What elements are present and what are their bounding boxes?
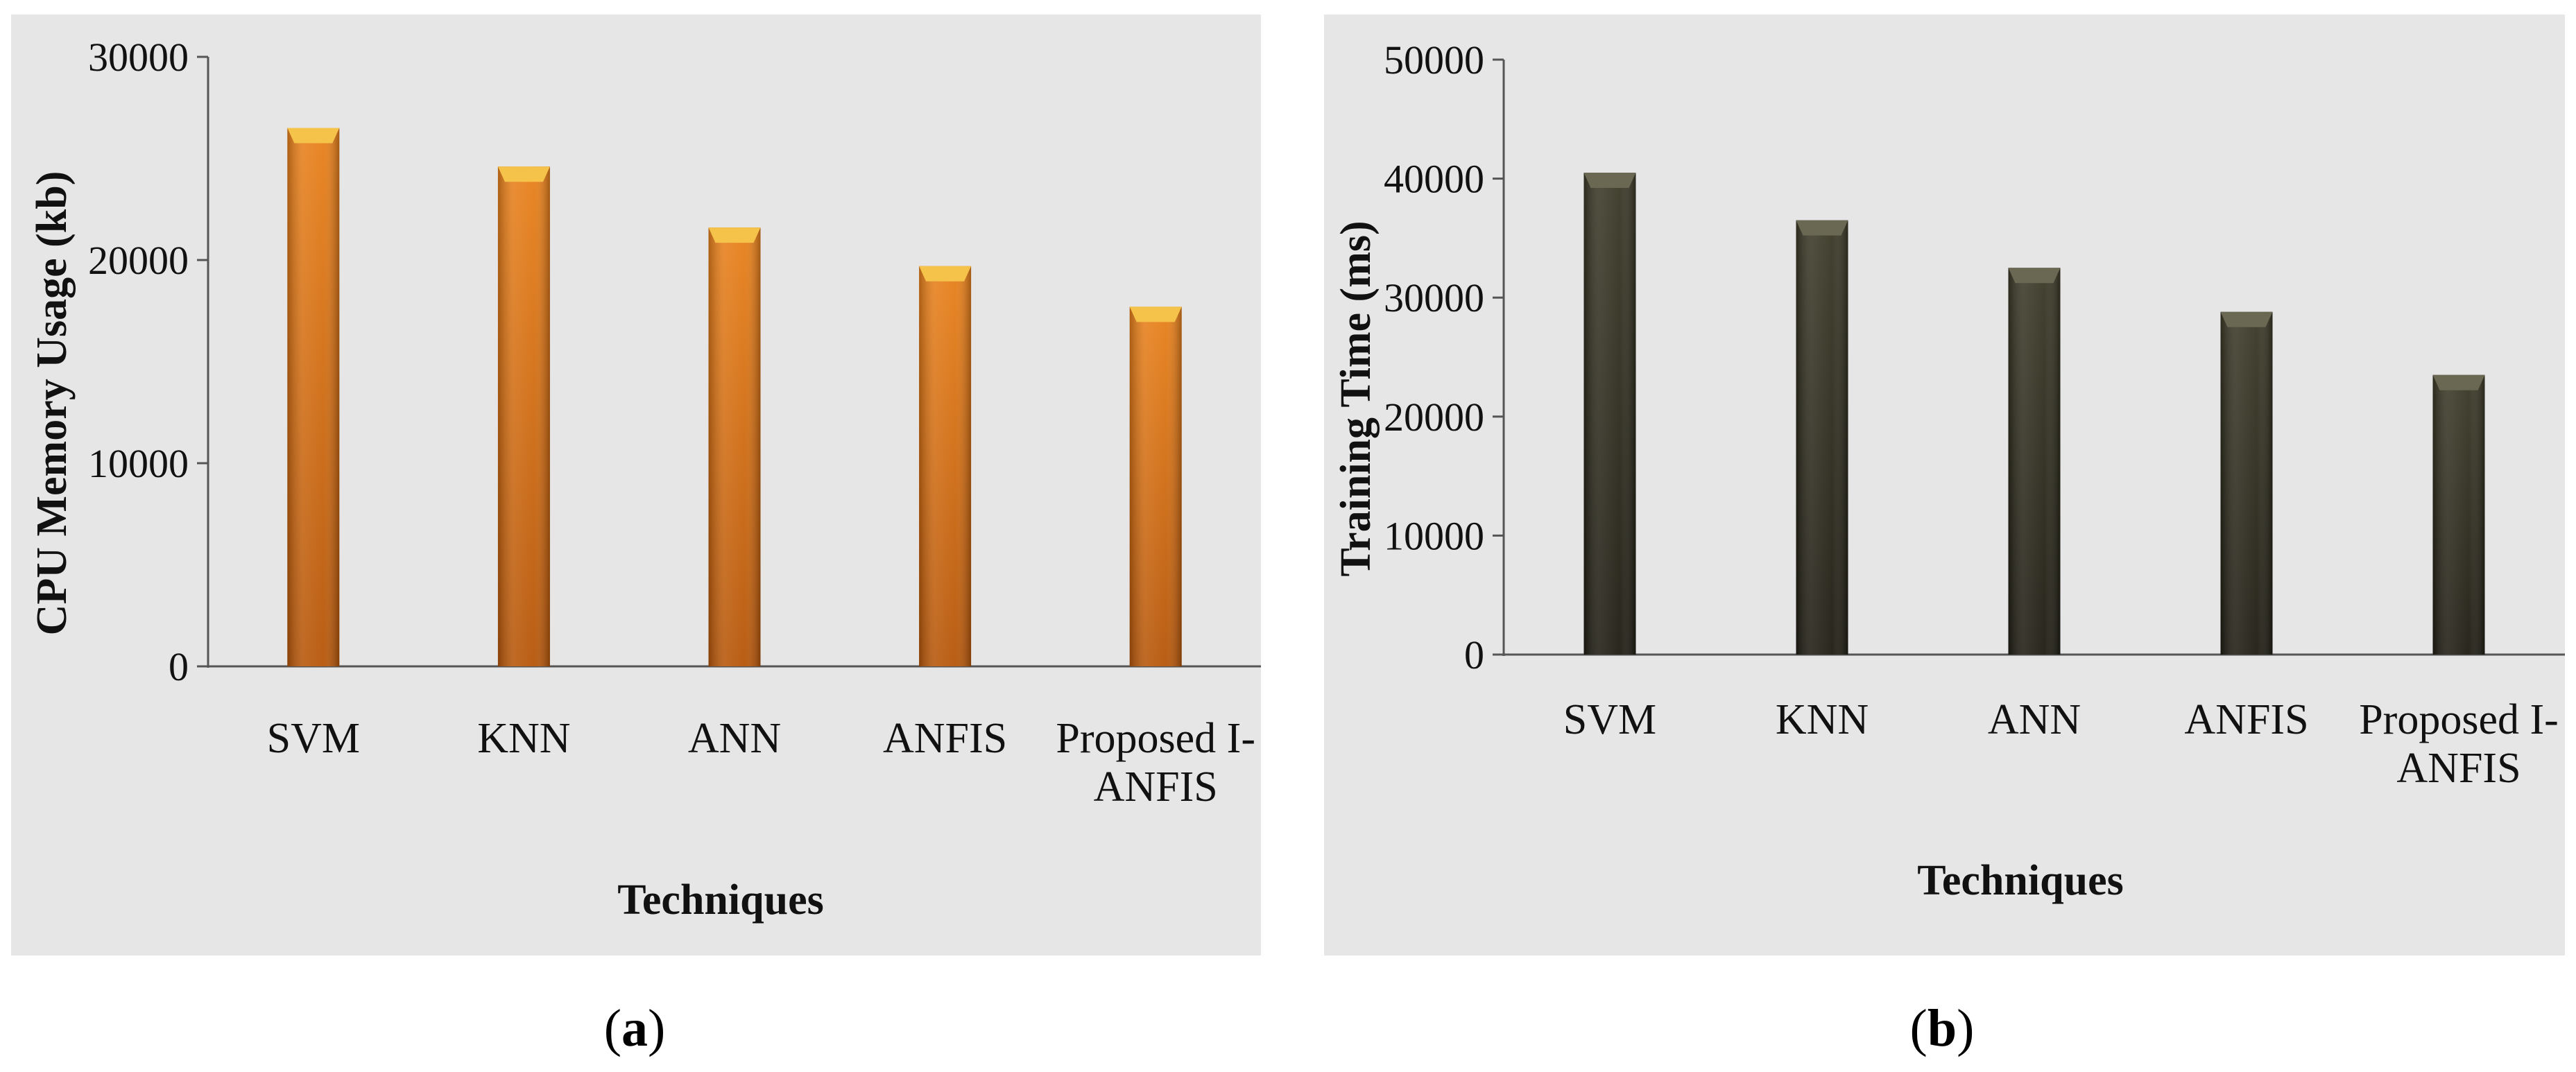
y-tick-label: 20000: [1384, 395, 1484, 440]
bar-cap: [1796, 220, 1848, 236]
bar-shade: [2220, 311, 2273, 655]
x-tick-label: ANN: [1988, 696, 2081, 743]
y-tick-label: 0: [1464, 632, 1484, 677]
y-tick-label: 10000: [88, 441, 189, 486]
bar-cap: [287, 128, 340, 144]
bar-svm: [287, 128, 340, 667]
bar-svm: [1583, 173, 1636, 655]
y-tick-label: 10000: [1384, 513, 1484, 558]
bar-ann: [708, 227, 761, 666]
caption-b: (b): [1909, 999, 1975, 1057]
bar-cap: [2008, 268, 2061, 284]
bar-shade: [497, 166, 550, 667]
x-tick-label: SVM: [1563, 696, 1656, 743]
x-tick-label: KNN: [477, 715, 570, 762]
x-axis-title: Techniques: [617, 876, 824, 924]
y-tick-label: 30000: [1384, 275, 1484, 320]
x-axis-title: Techniques: [1917, 857, 2124, 904]
bar-proposed-i-anfis: [1129, 306, 1182, 666]
chart-panel-b: [1324, 15, 2565, 956]
y-tick-label: 50000: [1384, 37, 1484, 83]
x-tick-label: ANFIS: [2396, 745, 2521, 792]
bar-shade: [287, 128, 340, 667]
y-tick-label: 30000: [88, 35, 189, 80]
bar-ann: [2008, 268, 2061, 655]
x-tick-label: ANFIS: [1094, 763, 1218, 811]
y-tick-label: 0: [169, 644, 189, 689]
x-tick-label: KNN: [1776, 696, 1869, 743]
x-tick-label: ANFIS: [2184, 696, 2308, 743]
y-tick-label: 20000: [88, 238, 189, 283]
bar-proposed-i-anfis: [2432, 374, 2485, 655]
bar-shade: [2432, 374, 2485, 655]
x-tick-label: Proposed I-: [2359, 696, 2559, 743]
bar-anfis: [919, 266, 972, 666]
y-axis-title: CPU Memory Usage (kb): [28, 171, 76, 636]
bar-cap: [1129, 306, 1182, 322]
bar-cap: [919, 266, 972, 282]
x-tick-label: SVM: [267, 715, 360, 762]
bar-cap: [2432, 374, 2485, 390]
bar-cap: [1583, 173, 1636, 189]
bar-shade: [1583, 173, 1636, 655]
bar-cap: [2220, 311, 2273, 327]
bar-shade: [1129, 306, 1182, 666]
bar-cap: [497, 166, 550, 182]
x-tick-label: ANN: [688, 715, 781, 762]
x-tick-label: ANFIS: [883, 715, 1007, 762]
y-axis-title: Training Time (ms): [1332, 221, 1380, 576]
bar-knn: [497, 166, 550, 667]
bar-shade: [2008, 268, 2061, 655]
bar-shade: [1796, 220, 1848, 655]
chart-panel-a: [11, 15, 1261, 956]
bar-cap: [708, 227, 761, 243]
bar-knn: [1796, 220, 1848, 655]
bar-shade: [919, 266, 972, 666]
bar-shade: [708, 227, 761, 666]
y-tick-label: 40000: [1384, 157, 1484, 202]
caption-a: (a): [603, 999, 666, 1057]
x-tick-label: Proposed I-: [1056, 715, 1255, 762]
bar-anfis: [2220, 311, 2273, 655]
chart-b: 0 10000 20000 30000 40000 50000 SVM KNN ANN ANFIS…: [1332, 37, 2565, 904]
